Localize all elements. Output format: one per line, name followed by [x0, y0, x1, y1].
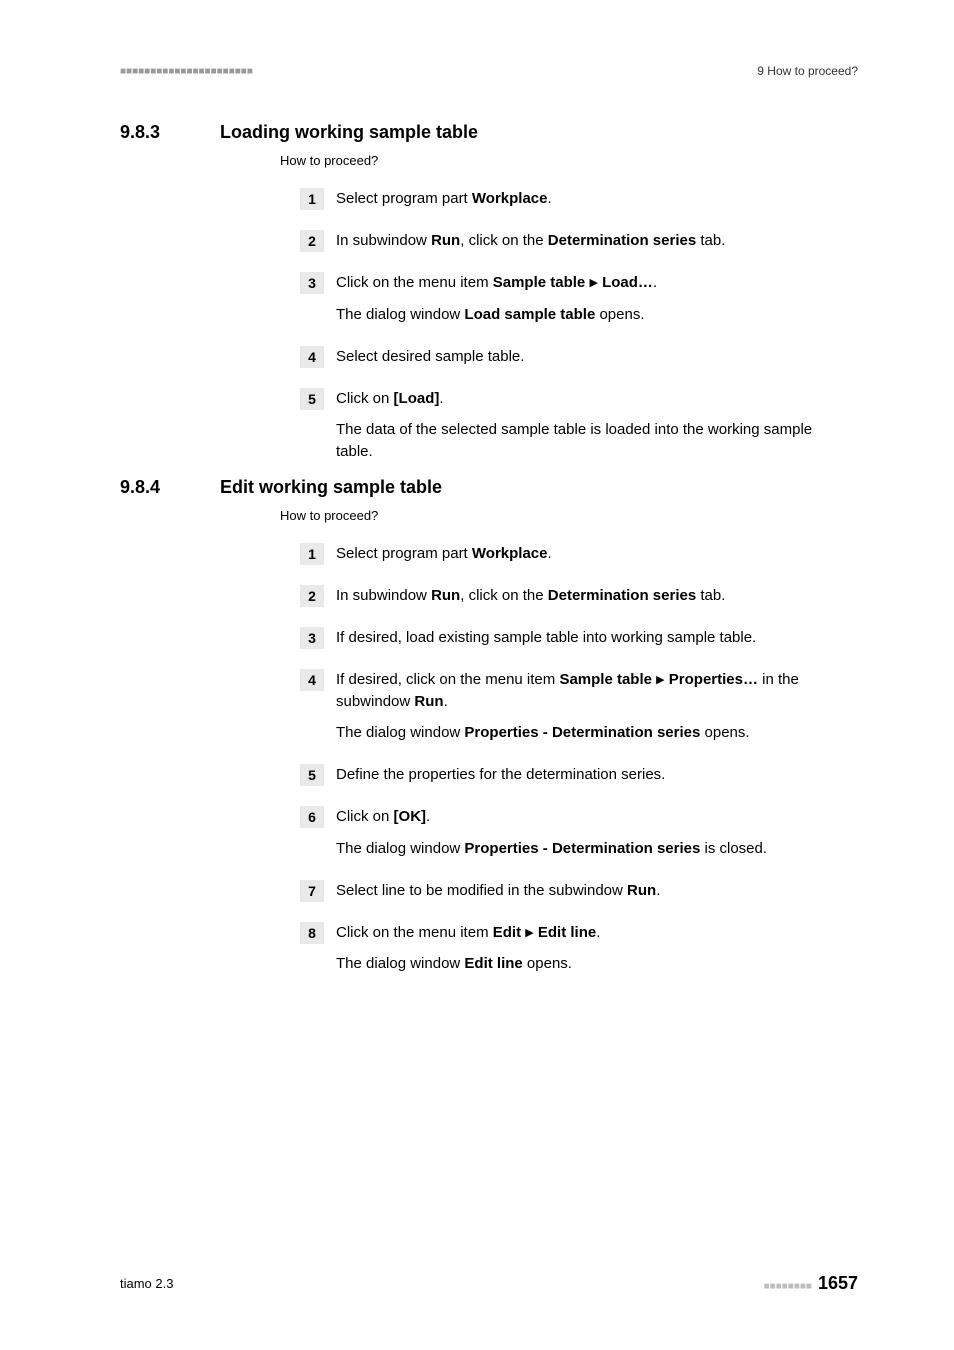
step-text: Click on the menu item Sample table ▶ Lo… [336, 272, 657, 294]
step-body: Click on [Load]. The data of the selected… [336, 388, 848, 463]
menu-triangle-icon: ▶ [656, 674, 664, 686]
sections-container: 9.8.3Loading working sample table How to … [120, 122, 858, 975]
footer-page-number: 1657 [818, 1273, 858, 1294]
step-text: In subwindow Run, click on the Determina… [336, 585, 725, 607]
step-number: 1 [300, 543, 324, 565]
step-number: 5 [300, 764, 324, 786]
step-body: Select desired sample table. [336, 346, 524, 368]
step-number: 2 [300, 230, 324, 252]
step-number: 6 [300, 806, 324, 828]
howto-label: How to proceed? [280, 153, 858, 168]
footer-dots: ■■■■■■■■ [764, 1281, 812, 1292]
step-body: Click on the menu item Edit ▶ Edit line.… [336, 922, 600, 976]
section-heading: 9.8.3Loading working sample table [120, 122, 858, 143]
step-text: Select program part Workplace. [336, 543, 552, 565]
section-number: 9.8.3 [120, 122, 220, 143]
step-result-text: The dialog window Properties - Determina… [336, 722, 848, 744]
step-text: If desired, load existing sample table i… [336, 627, 756, 649]
header-chapter-label: 9 How to proceed? [757, 64, 858, 78]
step-result-text: The dialog window Edit line opens. [336, 953, 600, 975]
step-text: In subwindow Run, click on the Determina… [336, 230, 725, 252]
step: 2 In subwindow Run, click on the Determin… [300, 230, 848, 252]
step-body: Select program part Workplace. [336, 188, 552, 210]
step: 5 Click on [Load]. The data of the selecte… [300, 388, 848, 463]
step-body: Click on the menu item Sample table ▶ Lo… [336, 272, 657, 326]
step: 4 Select desired sample table. [300, 346, 848, 368]
step: 1 Select program part Workplace. [300, 188, 848, 210]
steps-list: 1 Select program part Workplace. 2 In subwi… [300, 188, 848, 463]
step: 6 Click on [OK]. The dialog window Propert… [300, 806, 848, 860]
step-result-text: The data of the selected sample table is… [336, 419, 848, 463]
step: 3 If desired, load existing sample table … [300, 627, 848, 649]
section-number: 9.8.4 [120, 477, 220, 498]
step-text: Select line to be modified in the subwin… [336, 880, 660, 902]
step-body: Click on [OK]. The dialog window Properti… [336, 806, 767, 860]
step: 5 Define the properties for the determina… [300, 764, 848, 786]
step-body: Select program part Workplace. [336, 543, 552, 565]
section-title: Edit working sample table [220, 477, 442, 498]
step: 1 Select program part Workplace. [300, 543, 848, 565]
section-heading: 9.8.4Edit working sample table [120, 477, 858, 498]
step-body: Define the properties for the determinat… [336, 764, 665, 786]
step-text: Click on [OK]. [336, 806, 767, 828]
step-number: 4 [300, 669, 324, 691]
step-body: In subwindow Run, click on the Determina… [336, 230, 725, 252]
step-body: If desired, load existing sample table i… [336, 627, 756, 649]
section-title: Loading working sample table [220, 122, 478, 143]
step: 8 Click on the menu item Edit ▶ Edit line… [300, 922, 848, 976]
step-text: Select program part Workplace. [336, 188, 552, 210]
step-body: In subwindow Run, click on the Determina… [336, 585, 725, 607]
menu-triangle-icon: ▶ [589, 277, 597, 289]
step-result-text: The dialog window Properties - Determina… [336, 838, 767, 860]
step-number: 3 [300, 627, 324, 649]
document-page: ■■■■■■■■■■■■■■■■■■■■■■ 9 How to proceed?… [0, 0, 954, 1350]
step-text: Select desired sample table. [336, 346, 524, 368]
step-result-text: The dialog window Load sample table open… [336, 304, 657, 326]
step-text: If desired, click on the menu item Sampl… [336, 669, 848, 713]
step-text: Define the properties for the determinat… [336, 764, 665, 786]
header-dots-left: ■■■■■■■■■■■■■■■■■■■■■■ [120, 66, 253, 77]
page-footer: tiamo 2.3 ■■■■■■■■ 1657 [120, 1273, 858, 1294]
step: 4 If desired, click on the menu item Samp… [300, 669, 848, 744]
page-header: ■■■■■■■■■■■■■■■■■■■■■■ 9 How to proceed? [120, 64, 858, 78]
steps-list: 1 Select program part Workplace. 2 In subwi… [300, 543, 848, 975]
footer-right: ■■■■■■■■ 1657 [764, 1273, 858, 1294]
step-number: 5 [300, 388, 324, 410]
step-number: 1 [300, 188, 324, 210]
step-text: Click on [Load]. [336, 388, 848, 410]
step-number: 4 [300, 346, 324, 368]
step-text: Click on the menu item Edit ▶ Edit line. [336, 922, 600, 944]
howto-label: How to proceed? [280, 508, 858, 523]
menu-triangle-icon: ▶ [525, 927, 533, 939]
step-number: 3 [300, 272, 324, 294]
step-number: 8 [300, 922, 324, 944]
step-body: Select line to be modified in the subwin… [336, 880, 660, 902]
step: 3 Click on the menu item Sample table ▶ L… [300, 272, 848, 326]
step-number: 7 [300, 880, 324, 902]
step-body: If desired, click on the menu item Sampl… [336, 669, 848, 744]
step: 2 In subwindow Run, click on the Determin… [300, 585, 848, 607]
step: 7 Select line to be modified in the subwi… [300, 880, 848, 902]
footer-product-label: tiamo 2.3 [120, 1276, 173, 1291]
step-number: 2 [300, 585, 324, 607]
